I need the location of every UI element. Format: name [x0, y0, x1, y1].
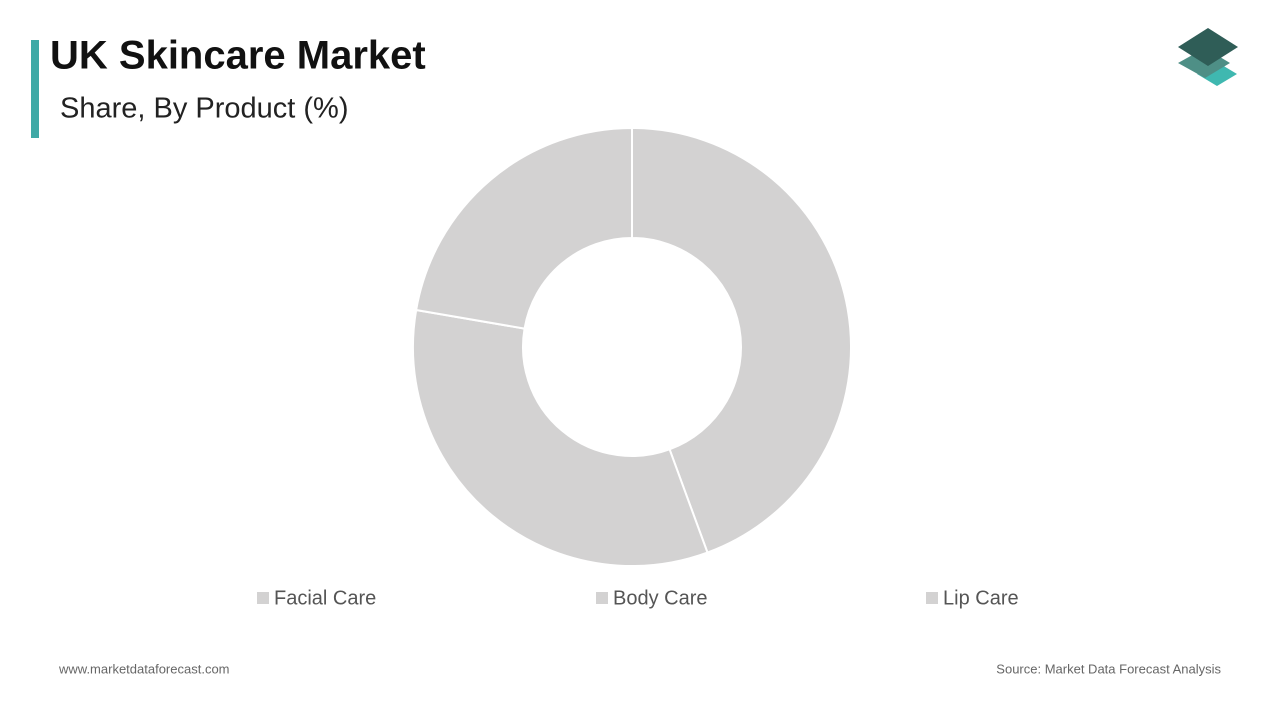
chart-subtitle: Share, By Product (%)	[60, 93, 349, 125]
title-accent	[31, 40, 39, 138]
donut-segment	[412, 308, 709, 567]
logo	[1178, 28, 1238, 86]
footer-website: www.marketdataforecast.com	[58, 661, 230, 676]
legend-label: Lip Care	[943, 587, 1019, 609]
donut-segment	[631, 126, 852, 554]
legend-label: Body Care	[613, 587, 708, 609]
legend-marker	[926, 592, 938, 604]
chart-title: UK Skincare Market	[50, 34, 426, 78]
legend-label: Facial Care	[274, 587, 376, 609]
donut-segment	[414, 126, 633, 330]
footer-source: Source: Market Data Forecast Analysis	[996, 661, 1221, 676]
legend-marker	[257, 592, 269, 604]
legend-marker	[596, 592, 608, 604]
